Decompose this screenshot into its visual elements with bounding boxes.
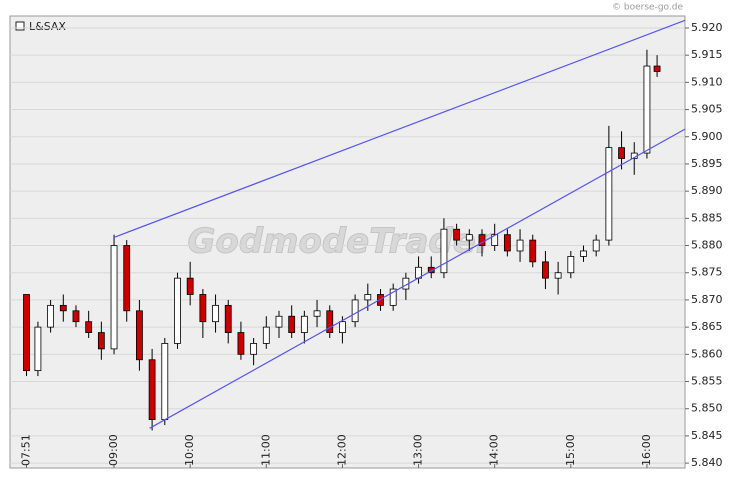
candle-body — [199, 294, 207, 323]
candle-body — [339, 321, 346, 333]
candle-body — [262, 326, 270, 344]
candle-body — [136, 310, 143, 361]
legend-label: L&SAX — [29, 20, 66, 33]
candle-body — [59, 304, 67, 312]
y-tick-label: 5.875 — [691, 266, 723, 279]
candle-body — [23, 294, 30, 372]
source: © boerse-go.de — [612, 3, 683, 13]
candle-body — [212, 304, 219, 323]
candle-body — [288, 315, 296, 333]
x-tick-label: 12:00 — [335, 434, 348, 466]
candle-body — [440, 228, 448, 274]
candle-body — [224, 304, 232, 333]
legend-swatch — [15, 21, 25, 31]
candle-body — [389, 288, 397, 306]
candle-body — [186, 277, 194, 295]
candle-body — [516, 239, 524, 252]
candle-body — [161, 343, 169, 420]
watermark: GodmodeTrader — [187, 222, 494, 262]
candle-body — [364, 294, 372, 301]
y-tick-label: 5.920 — [691, 21, 723, 34]
x-tick-label: 15:00 — [564, 434, 577, 466]
x-tick-label: 07:51 — [19, 434, 32, 466]
candle-body — [250, 343, 258, 355]
candle-body — [326, 310, 334, 333]
plot-area — [9, 15, 686, 469]
y-tick-label: 5.845 — [691, 429, 723, 442]
candle-body — [123, 245, 131, 312]
y-tick-label: 5.850 — [691, 402, 723, 415]
y-tick-label: 5.880 — [691, 239, 723, 252]
candle-body — [643, 65, 651, 154]
candle-body — [567, 256, 575, 274]
y-tick-label: 5.910 — [691, 75, 723, 88]
candle-body — [174, 277, 181, 344]
y-tick-label: 5.885 — [691, 211, 723, 224]
candle-body — [503, 234, 511, 252]
candle-body — [275, 315, 283, 328]
candle-body — [110, 245, 118, 350]
y-tick-label: 5.865 — [691, 320, 723, 333]
candle-body — [554, 272, 562, 279]
candle-body — [478, 234, 486, 246]
candle-body — [72, 310, 80, 323]
candle-body — [47, 304, 55, 328]
candle-body — [148, 359, 156, 420]
candle-body — [542, 261, 549, 279]
candle-body — [453, 228, 461, 241]
x-tick-label: 09:00 — [107, 434, 120, 466]
y-tick-label: 5.840 — [691, 456, 723, 469]
x-tick-label: 14:00 — [488, 434, 501, 466]
candle-body — [427, 266, 435, 274]
y-tick-label: 5.905 — [691, 103, 723, 116]
y-tick-label: 5.855 — [691, 375, 723, 388]
candle-body — [97, 332, 105, 350]
y-tick-label: 5.915 — [691, 48, 723, 61]
y-tick-label: 5.870 — [691, 293, 723, 306]
candle-body — [300, 315, 308, 333]
x-tick-label: 10:00 — [183, 434, 196, 466]
candle-body — [605, 147, 613, 241]
candle-body — [653, 65, 661, 72]
candle-body — [351, 299, 359, 323]
candle-body — [465, 234, 473, 241]
trend-line — [113, 19, 686, 238]
candle-body — [237, 332, 245, 355]
y-tick-label: 5.890 — [691, 184, 723, 197]
candle-body — [85, 321, 93, 333]
candle-body — [34, 326, 42, 372]
y-tick-label: 5.900 — [691, 130, 723, 143]
x-tick-label: 13:00 — [412, 434, 425, 466]
y-tick-label: 5.860 — [691, 347, 723, 360]
x-tick-label: 11:00 — [259, 434, 272, 466]
candle-body — [529, 239, 537, 263]
y-tick-label: 5.895 — [691, 157, 723, 170]
trend-line — [149, 128, 686, 429]
candle-body — [592, 239, 600, 252]
x-tick-label: 16:00 — [640, 434, 653, 466]
candle-body — [491, 234, 499, 246]
candle-body — [618, 147, 625, 159]
candle-body — [580, 250, 587, 257]
candle-body — [313, 310, 321, 317]
